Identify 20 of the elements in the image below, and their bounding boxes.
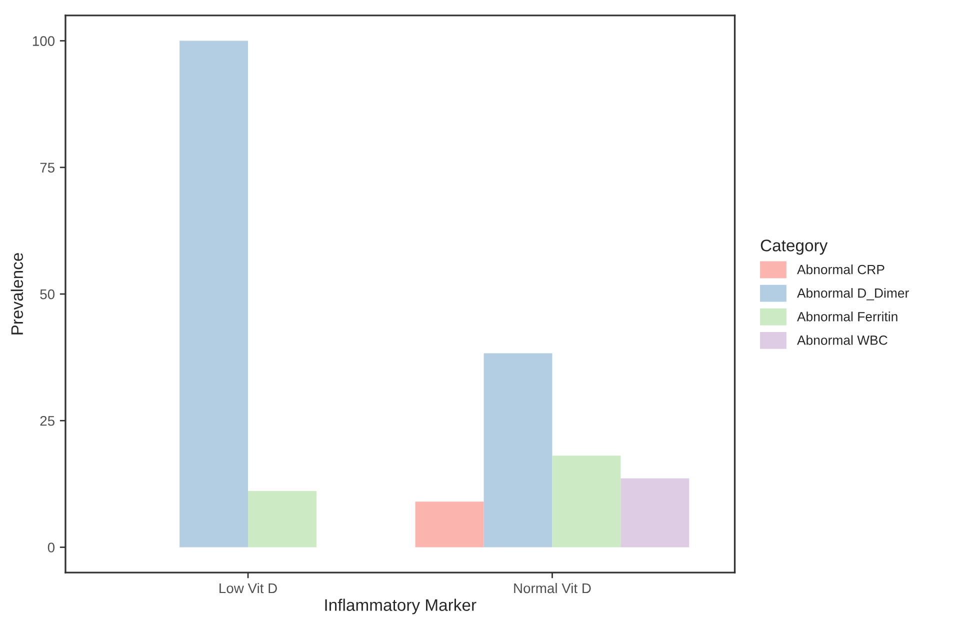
y-tick-label: 0: [48, 542, 55, 552]
bar: [484, 353, 552, 548]
bar: [248, 491, 316, 548]
bar: [180, 40, 248, 548]
x-axis-title: Inflammatory Marker: [325, 598, 476, 614]
x-tick-label: Normal Vit D: [514, 582, 591, 594]
y-tick-label: 50: [40, 289, 55, 300]
bar: [620, 478, 690, 548]
legend-label: Abnormal CRP: [797, 264, 884, 274]
y-tick-label: 75: [40, 162, 54, 173]
legend-title: Category: [760, 240, 828, 255]
y-axis-title: Prevalence: [10, 253, 24, 334]
legend-label: Abnormal D_Dimer: [797, 288, 909, 300]
bar: [552, 456, 621, 548]
legend-label: Abnormal WBC: [797, 335, 888, 345]
y-tick-label: 25: [40, 416, 54, 426]
legend-label: Abnormal Ferritin: [797, 312, 898, 322]
bar: [415, 502, 484, 548]
y-tick-label: 100: [32, 36, 55, 46]
x-tick-label: Low Vit D: [220, 582, 277, 594]
